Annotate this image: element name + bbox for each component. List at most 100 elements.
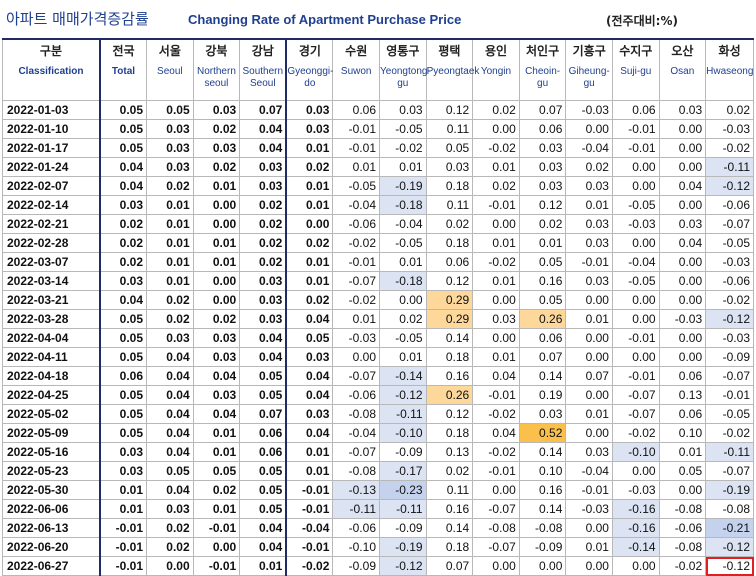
table-row: 2022-01-10 0.05 0.03 0.02 0.04 0.03 -0.01 -0.05… (1, 119, 754, 139)
table-cell: 0.00 (658, 252, 707, 272)
column-header-korean: 경기 (298, 44, 321, 58)
column-header-english: Classification (18, 66, 84, 77)
table-cell: 0.11 (425, 480, 474, 500)
table-cell: 0.02 (239, 252, 288, 272)
table-cell: -0.09 (379, 518, 427, 538)
row-date: 2022-01-10 (1, 119, 101, 139)
table-cell: -0.12 (705, 537, 754, 557)
table-cell: 0.05 (518, 290, 567, 310)
table-cell: -0.08 (705, 499, 754, 519)
table-cell: -0.02 (472, 442, 520, 462)
table-cell: 0.00 (658, 138, 707, 158)
table-cell: 0.00 (146, 556, 194, 576)
table-cell: 0.00 (611, 176, 660, 196)
table-cell: -0.05 (611, 195, 660, 215)
table-cell: 0.01 (146, 271, 194, 291)
table-cell: 0.00 (565, 119, 613, 139)
row-date: 2022-02-14 (1, 195, 101, 215)
table-cell: 0.02 (192, 480, 241, 500)
table-cell: 0.03 (99, 461, 148, 481)
table-cell: -0.06 (332, 518, 380, 538)
table-cell: -0.02 (285, 556, 334, 576)
table-cell: -0.09 (705, 347, 754, 367)
table-cell: 0.02 (99, 214, 148, 234)
table-cell: -0.01 (285, 480, 334, 500)
table-cell: 0.00 (611, 233, 660, 253)
table-cell: 0.03 (472, 309, 520, 329)
column-header: 수원 Suwon (332, 38, 380, 101)
table-cell: 0.01 (146, 214, 194, 234)
table-row: 2022-05-30 0.01 0.04 0.02 0.05 -0.01 -0.13 -0.2… (1, 480, 754, 500)
table-cell: -0.02 (379, 138, 427, 158)
table-cell: -0.11 (379, 404, 427, 424)
table-cell: 0.02 (239, 195, 288, 215)
table-row: 2022-06-20 -0.01 0.02 0.00 0.04 -0.01 -0.10 -0.… (1, 537, 754, 557)
table-cell: -0.01 (472, 195, 520, 215)
table-cell: -0.08 (332, 404, 380, 424)
table-row: 2022-05-23 0.03 0.05 0.05 0.05 0.01 -0.08 -0.17… (1, 461, 754, 481)
table-cell: 0.02 (146, 309, 194, 329)
table-cell: 0.01 (192, 423, 241, 443)
table-cell: 0.02 (285, 233, 334, 253)
table-cell: 0.26 (518, 309, 567, 329)
table-cell: 0.06 (658, 366, 707, 386)
table-cell: 0.05 (239, 461, 288, 481)
table-cell: 0.18 (425, 347, 474, 367)
table-cell: -0.01 (332, 119, 380, 139)
table-cell: -0.12 (379, 556, 427, 576)
table-cell: -0.19 (705, 480, 754, 500)
column-header-english: Yeongtong-gu (380, 66, 431, 89)
table-cell: -0.03 (705, 328, 754, 348)
table-row: 2022-03-07 0.02 0.01 0.01 0.02 0.01 -0.01 0.01 0… (1, 252, 754, 272)
header-row: 구분 Classification 전국 Total 서울 Seoul 강북 Northern… (1, 38, 754, 101)
table-cell: -0.08 (658, 537, 707, 557)
table-cell: 0.05 (518, 252, 567, 272)
table-cell: -0.23 (379, 480, 427, 500)
table-row: 2022-05-02 0.05 0.04 0.04 0.07 0.03 -0.08 -0.11… (1, 404, 754, 424)
table-cell: -0.08 (658, 499, 707, 519)
table-cell: 0.00 (611, 347, 660, 367)
table-cell: 0.05 (99, 309, 148, 329)
table-cell: 0.02 (285, 157, 334, 177)
table-row: 2022-03-28 0.05 0.02 0.02 0.03 0.04 0.01 0.02 0.… (1, 309, 754, 329)
table-cell: -0.03 (611, 480, 660, 500)
table-cell: -0.01 (565, 252, 613, 272)
table-row: 2022-04-18 0.06 0.04 0.04 0.05 0.04 -0.07 -0.14… (1, 366, 754, 386)
table-cell: -0.06 (332, 214, 380, 234)
table-cell: 0.00 (611, 157, 660, 177)
table-cell: 0.01 (332, 157, 380, 177)
table-cell: 0.05 (99, 347, 148, 367)
table-cell: -0.01 (705, 385, 754, 405)
table-cell: -0.05 (332, 176, 380, 196)
column-header-english: Seoul (157, 66, 183, 77)
table-cell: 0.01 (472, 233, 520, 253)
row-date: 2022-05-02 (1, 404, 101, 424)
table-cell: -0.09 (332, 556, 380, 576)
table-cell: 0.52 (518, 423, 567, 443)
table-cell: 0.01 (192, 252, 241, 272)
table-cell: 0.03 (565, 214, 613, 234)
table-row: 2022-06-13 -0.01 0.02 -0.01 0.04 -0.04 -0.06 -0… (1, 518, 754, 538)
table-cell: 0.01 (146, 195, 194, 215)
table-cell: 0.04 (285, 423, 334, 443)
table-cell: 0.07 (565, 366, 613, 386)
table-cell: 0.16 (425, 499, 474, 519)
table-cell: 0.07 (518, 347, 567, 367)
table-cell: -0.07 (611, 385, 660, 405)
table-cell: 0.05 (99, 385, 148, 405)
table-cell: 0.01 (99, 499, 148, 519)
table-cell: 0.13 (425, 442, 474, 462)
table-row: 2022-02-28 0.02 0.01 0.01 0.02 0.02 -0.02 -0.05… (1, 233, 754, 253)
table-cell: 0.02 (146, 290, 194, 310)
row-date: 2022-04-25 (1, 385, 101, 405)
table-cell: -0.02 (611, 423, 660, 443)
table-cell: 0.02 (425, 214, 474, 234)
column-header: 서울 Seoul (146, 38, 194, 101)
table-cell: 0.11 (425, 195, 474, 215)
table-cell: -0.01 (472, 385, 520, 405)
table-cell: 0.01 (379, 157, 427, 177)
table-cell: -0.06 (705, 271, 754, 291)
table-cell: -0.16 (611, 499, 660, 519)
title-english: Changing Rate of Apartment Purchase Pric… (188, 12, 462, 27)
column-header-english: Gyeonggi-do (287, 66, 334, 89)
